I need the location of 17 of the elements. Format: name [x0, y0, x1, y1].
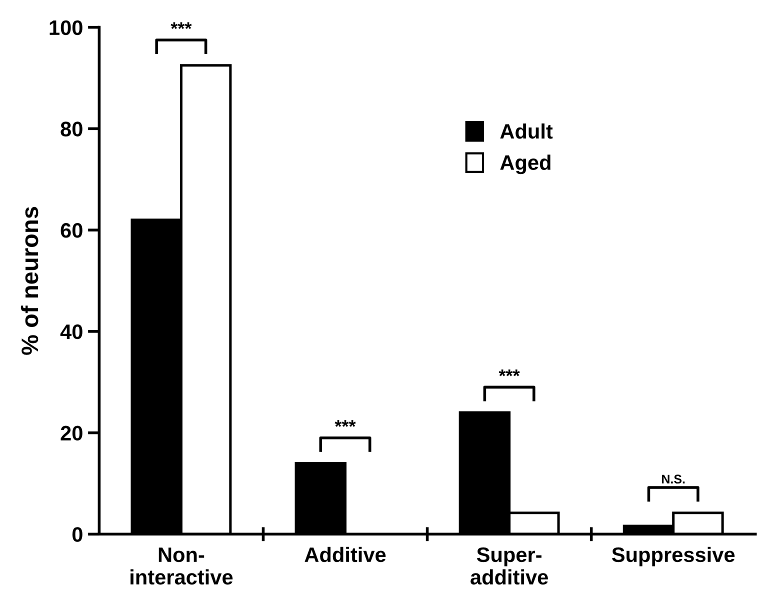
y-tick-label: 100 [50, 20, 82, 36]
legend-label: Adult [500, 123, 553, 139]
y-tick-label: 80 [60, 122, 82, 136]
x-tick-label: Additive [304, 546, 386, 562]
y-axis-title: % of neurons [20, 206, 38, 355]
x-tick-label: Suppressive [612, 546, 735, 566]
annotation: *** [498, 369, 520, 376]
y-tick-label: 20 [60, 426, 82, 441]
y-tick-label: 0 [72, 527, 82, 542]
annotation: *** [170, 22, 192, 30]
y-tick-label: 60 [60, 223, 82, 238]
legend-label: Aged [500, 154, 550, 174]
x-tick-label: Non- interactive [130, 548, 233, 585]
y-tick-label: 40 [60, 324, 82, 340]
annotation: *** [334, 420, 356, 427]
annotation: N.S. [662, 474, 685, 484]
x-tick-label: Super- additive [470, 547, 548, 585]
